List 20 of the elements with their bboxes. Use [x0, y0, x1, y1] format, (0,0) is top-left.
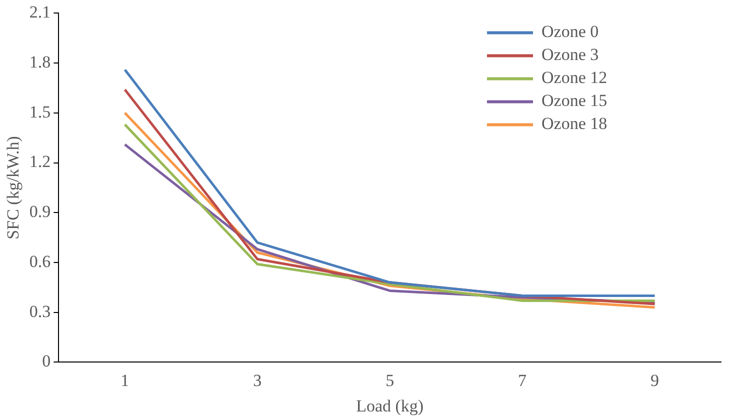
y-tick-label: 0.3: [29, 302, 51, 321]
y-tick-label: 1.2: [29, 152, 51, 172]
y-tick-label: 0.9: [29, 202, 51, 222]
legend-label: Ozone 15: [542, 91, 608, 110]
y-tick-label: 0.6: [29, 252, 51, 271]
y-tick-label: 0: [42, 352, 51, 371]
x-tick-label: 3: [253, 370, 262, 390]
legend-label: Ozone 12: [542, 68, 608, 88]
y-tick-label: 1.8: [29, 52, 51, 72]
x-tick-label: 1: [120, 370, 130, 390]
x-tick-label: 5: [386, 370, 394, 390]
legend-label: Ozone 0: [542, 22, 599, 42]
y-axis-title: SFC (kg/kW.h): [4, 136, 23, 240]
x-tick-label: 9: [650, 370, 660, 390]
legend-label: Ozone 18: [542, 114, 608, 134]
y-tick-label: 2.1: [29, 2, 51, 22]
legend-label: Ozone 3: [542, 45, 599, 64]
y-tick-label: 1.5: [29, 102, 51, 122]
x-axis-title: Load (kg): [356, 396, 424, 416]
x-tick-label: 7: [518, 370, 528, 390]
